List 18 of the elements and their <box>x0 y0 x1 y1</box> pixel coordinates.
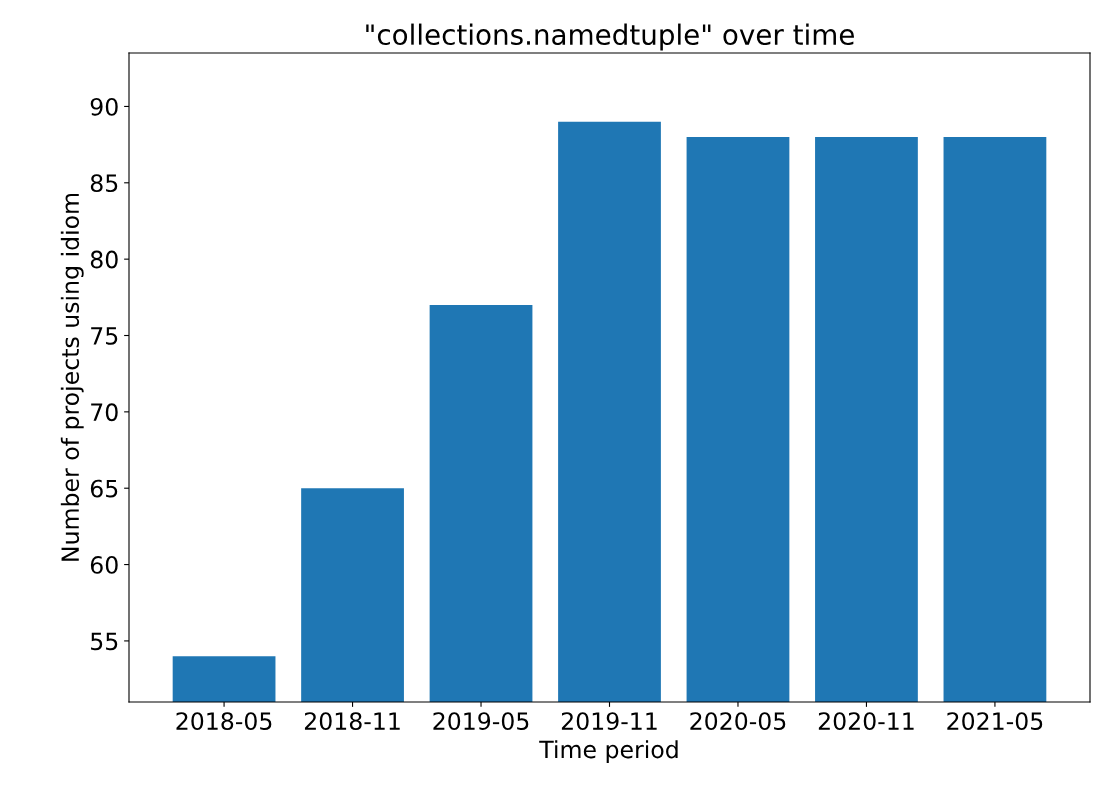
x-tick-label: 2018-05 <box>176 712 272 730</box>
y-tick-label: 65 <box>90 479 118 498</box>
x-tick-label: 2019-11 <box>561 712 657 730</box>
y-tick-label: 80 <box>90 250 118 269</box>
y-tick-label: 85 <box>90 174 118 193</box>
chart-title: "collections.namedtuple" over time <box>366 23 854 51</box>
x-axis-title: Time period <box>539 740 678 763</box>
y-tick-label: 90 <box>90 97 118 116</box>
y-tick-label: 60 <box>90 556 118 574</box>
y-axis-title: Number of projects using idiom <box>60 193 84 561</box>
x-tick-label: 2021-05 <box>947 712 1043 730</box>
x-tick-label: 2018-11 <box>304 712 400 730</box>
y-tick-label: 75 <box>91 327 118 345</box>
y-tick-label: 70 <box>91 403 118 422</box>
y-tick-label: 55 <box>91 632 118 651</box>
x-tick-label: 2020-05 <box>690 712 786 730</box>
x-tick-label: 2019-05 <box>433 712 529 730</box>
x-tick-label: 2020-11 <box>818 712 914 730</box>
